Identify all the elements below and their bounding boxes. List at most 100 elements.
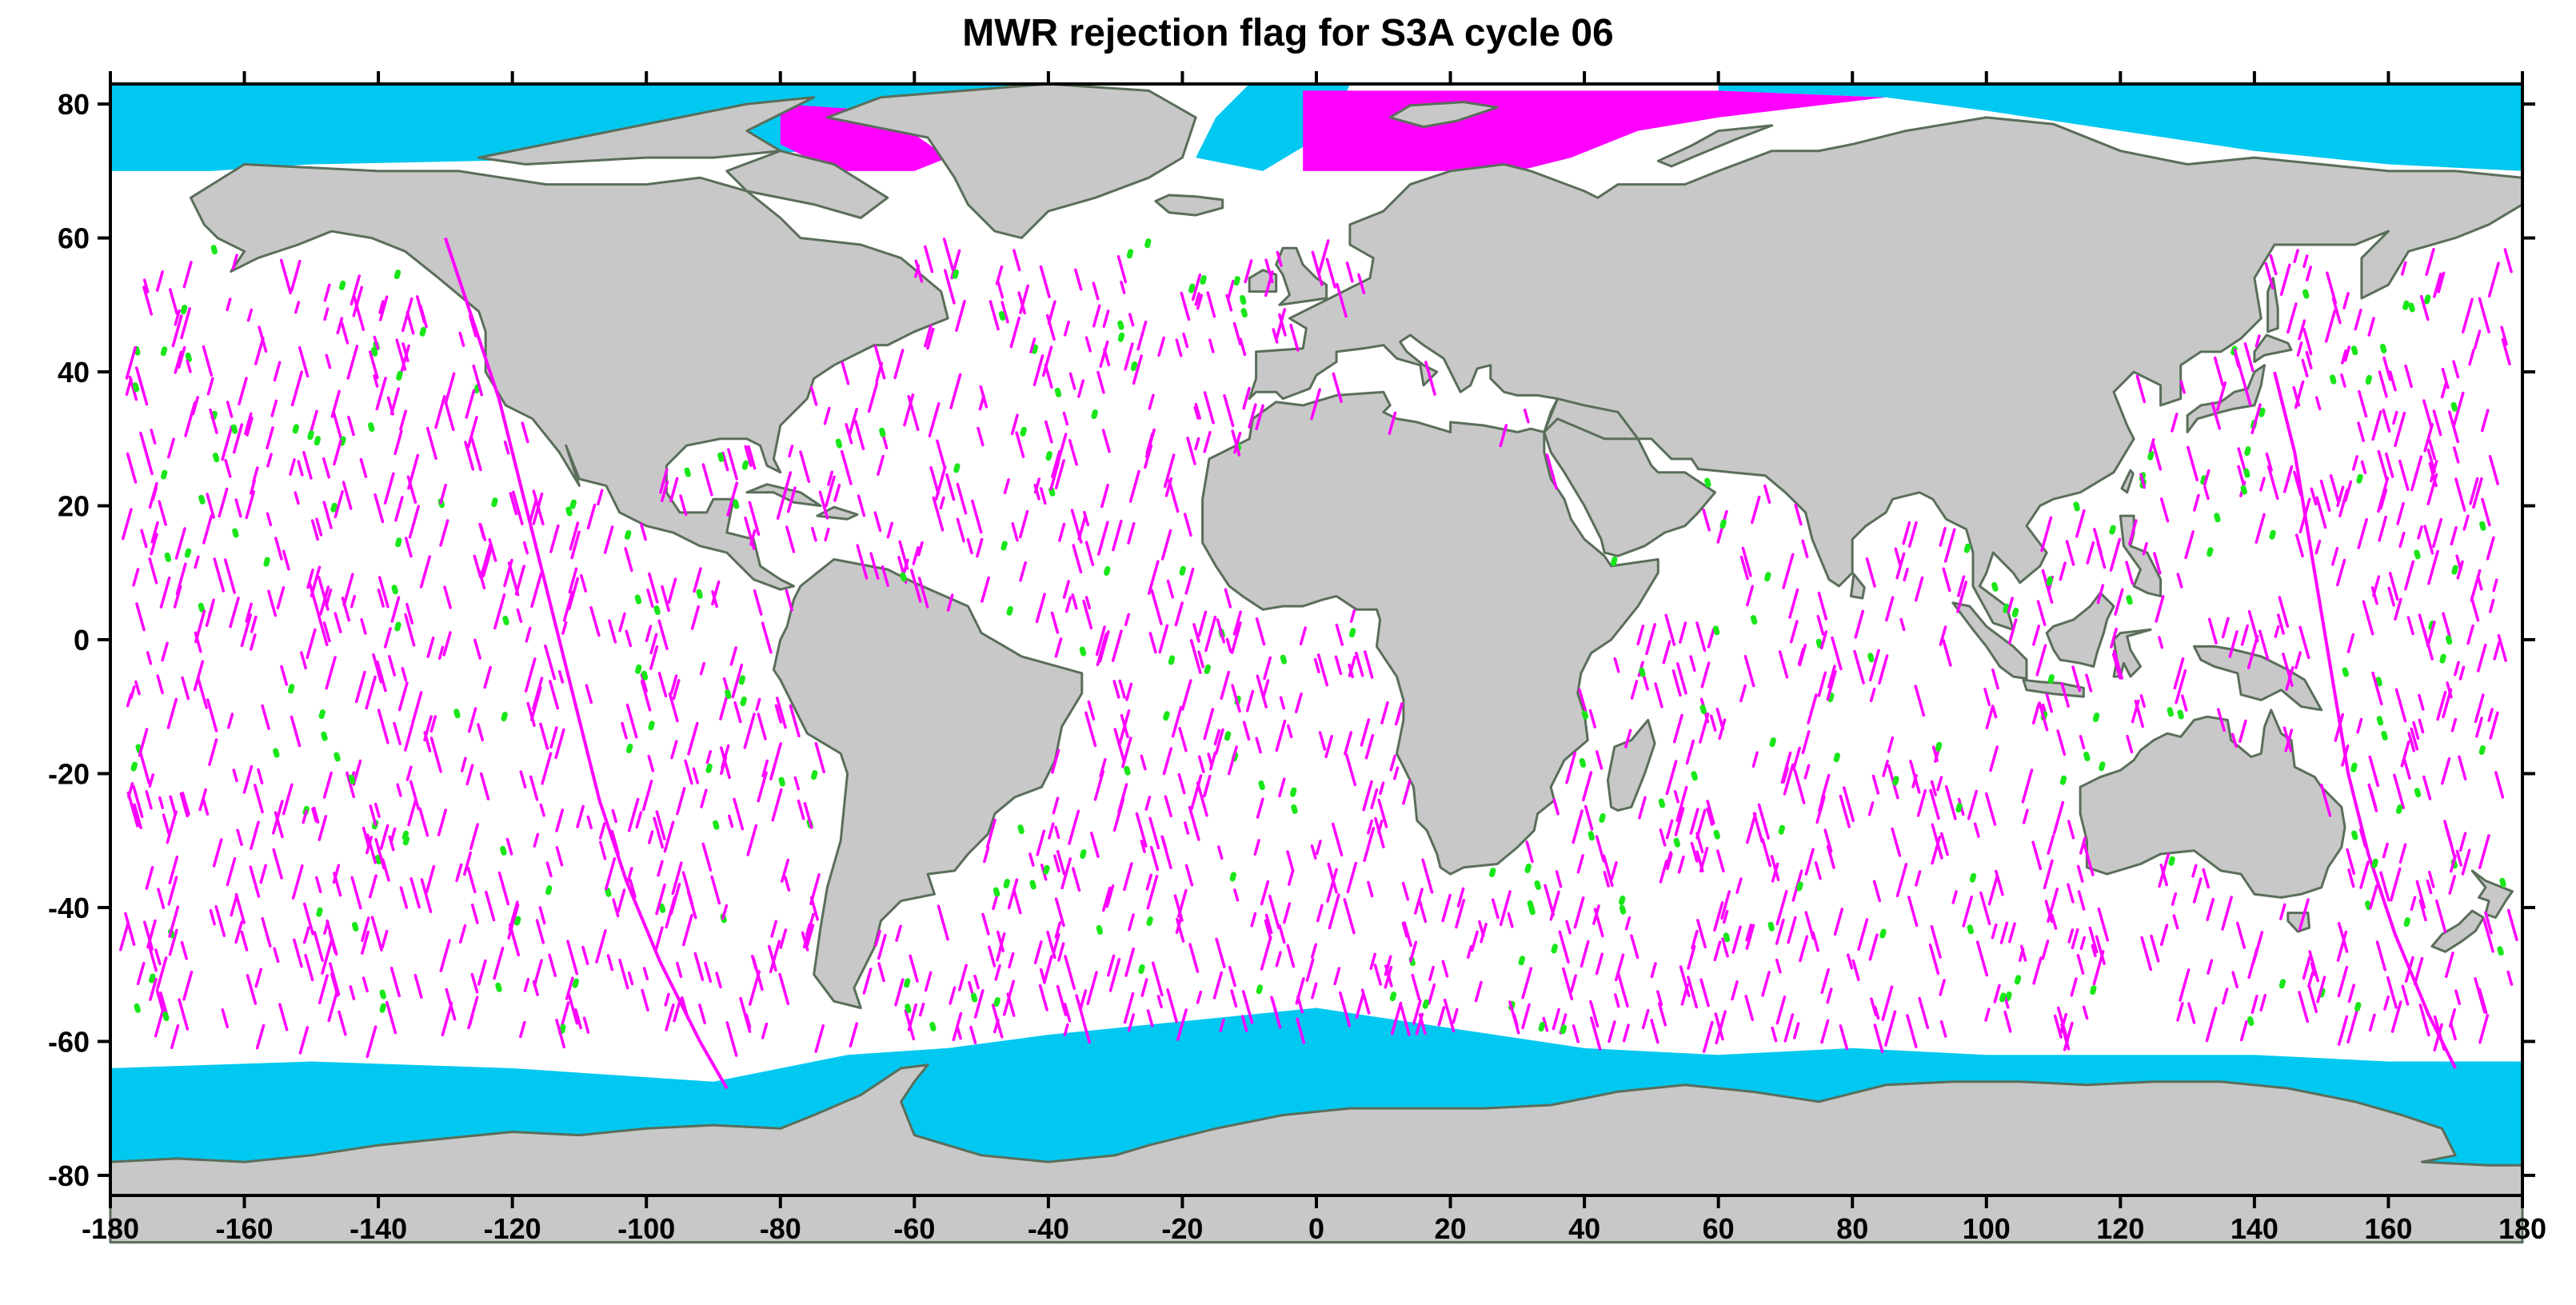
flagged-segment-secondary	[1639, 667, 1646, 677]
flagged-segment-mwr	[665, 1003, 675, 1032]
flagged-segment-mwr	[1275, 308, 1287, 340]
flagged-segment-mwr	[1003, 478, 1010, 495]
flagged-segment-mwr	[1455, 899, 1466, 929]
flagged-segment-mwr	[1602, 854, 1614, 888]
flagged-segment-mwr	[1523, 409, 1530, 424]
flagged-segment-mwr	[142, 278, 150, 293]
flagged-segment-mwr	[2382, 842, 2389, 859]
flagged-segment-mwr	[2398, 843, 2407, 864]
flagged-segment-mwr	[1470, 930, 1479, 952]
flagged-segment-secondary	[134, 345, 141, 356]
flagged-segment-mwr	[1151, 961, 1164, 997]
flagged-segment-mwr	[956, 482, 968, 515]
flagged-segment-secondary	[1588, 831, 1595, 841]
flagged-segment-mwr	[132, 784, 144, 819]
flagged-segment-mwr	[345, 771, 356, 799]
flagged-segment-mwr	[1642, 673, 1649, 691]
flagged-segment-mwr	[570, 530, 581, 560]
flagged-segment-mwr	[2398, 459, 2410, 491]
flagged-segment-mwr	[1588, 708, 1597, 728]
flagged-segment-mwr	[2426, 879, 2433, 895]
flagged-segment-mwr	[245, 490, 256, 520]
flagged-segment-mwr	[161, 641, 169, 662]
flagged-segment-secondary	[1017, 824, 1024, 835]
flagged-segment-mwr	[473, 638, 481, 660]
flagged-segment-mwr	[375, 377, 387, 411]
flagged-segment-mwr	[2433, 1015, 2446, 1052]
flagged-segment-mwr	[1775, 918, 1785, 945]
flagged-segment-mwr	[2434, 899, 2447, 933]
flagged-segment-mwr	[1146, 875, 1159, 910]
flagged-segment-mwr	[676, 961, 683, 979]
flagged-segment-mwr	[1743, 655, 1755, 688]
flagged-segment-mwr	[302, 902, 314, 936]
flagged-segment-mwr	[300, 651, 307, 670]
flagged-segment-mwr	[785, 589, 793, 612]
flagged-segment-mwr	[1789, 620, 1799, 644]
flagged-segment-mwr	[2390, 1000, 2402, 1033]
flagged-segment-mwr	[1595, 835, 1605, 863]
flagged-segment-mwr	[1194, 437, 1200, 451]
flagged-segment-mwr	[2003, 1010, 2012, 1033]
flagged-segment-mwr	[1891, 827, 1902, 857]
flagged-segment-mwr	[1745, 924, 1753, 942]
flagged-segment-secondary	[2365, 900, 2372, 911]
flagged-segment-mwr	[1421, 858, 1434, 894]
x-tick-label: 80	[1836, 1212, 1868, 1245]
flagged-segment-mwr	[1040, 487, 1047, 505]
flagged-segment-mwr	[322, 771, 333, 799]
flagged-segment-mwr	[2286, 467, 2293, 482]
flagged-segment-mwr	[394, 496, 404, 522]
flagged-segment-secondary	[2381, 731, 2388, 740]
flagged-segment-mwr	[332, 864, 341, 884]
flagged-segment-mwr	[2475, 716, 2483, 738]
flagged-segment-mwr	[2478, 1014, 2490, 1044]
flagged-segment-mwr	[1150, 589, 1163, 625]
flagged-segment-mwr	[134, 680, 141, 696]
flagged-segment-mwr	[1305, 958, 1315, 982]
flagged-segment-mwr	[1367, 880, 1374, 898]
flagged-segment-mwr	[1549, 890, 1560, 921]
flagged-segment-mwr	[2302, 254, 2309, 269]
x-tick-label: 40	[1568, 1212, 1600, 1245]
flagged-segment-mwr	[2203, 469, 2211, 486]
flagged-segment-mwr	[1415, 1012, 1424, 1036]
flagged-segment-mwr	[365, 836, 373, 855]
flagged-segment-mwr	[2207, 959, 2214, 975]
flagged-segment-mwr	[1230, 989, 1238, 1008]
land-sumatra	[1951, 601, 2028, 680]
flagged-segment-mwr	[690, 605, 701, 630]
flagged-segment-mwr	[549, 680, 560, 710]
flagged-segment-mwr	[801, 931, 809, 952]
flagged-segment-mwr	[582, 1016, 590, 1034]
flagged-segment-mwr	[2071, 665, 2082, 692]
flagged-segment-mwr	[778, 972, 790, 1005]
flagged-segment-mwr	[1204, 615, 1217, 652]
land-greenland	[825, 82, 1197, 240]
flagged-segment-secondary	[1124, 765, 1131, 776]
flagged-segment-mwr	[186, 359, 192, 373]
x-tick-label: 100	[1963, 1212, 2011, 1245]
flagged-segment-mwr	[1665, 760, 1678, 796]
flagged-segment-mwr	[1989, 745, 1999, 772]
flagged-segment-secondary	[1003, 879, 1010, 888]
flagged-segment-mwr	[1979, 891, 1991, 926]
flagged-segment-mwr	[726, 481, 739, 517]
flagged-segment-mwr	[361, 930, 370, 955]
flagged-segment-mwr	[488, 537, 497, 562]
flagged-segment-mwr	[1283, 902, 1292, 924]
flagged-segment-mwr	[1196, 293, 1204, 310]
flagged-segment-mwr	[174, 309, 181, 326]
y-tick-label: 0	[74, 624, 90, 656]
flagged-segment-mwr	[1691, 929, 1699, 950]
flagged-segment-mwr	[1233, 888, 1240, 902]
flagged-segment-mwr	[464, 441, 475, 471]
flagged-segment-mwr	[1296, 1017, 1306, 1044]
flagged-segment-mwr	[2402, 758, 2411, 780]
flagged-segment-secondary	[738, 675, 746, 685]
flagged-segment-mwr	[1915, 870, 1922, 887]
flagged-segment-mwr	[1801, 539, 1809, 559]
flagged-segment-secondary	[970, 992, 978, 1003]
flagged-segment-secondary	[164, 552, 171, 562]
flagged-segment-mwr	[2455, 849, 2463, 867]
